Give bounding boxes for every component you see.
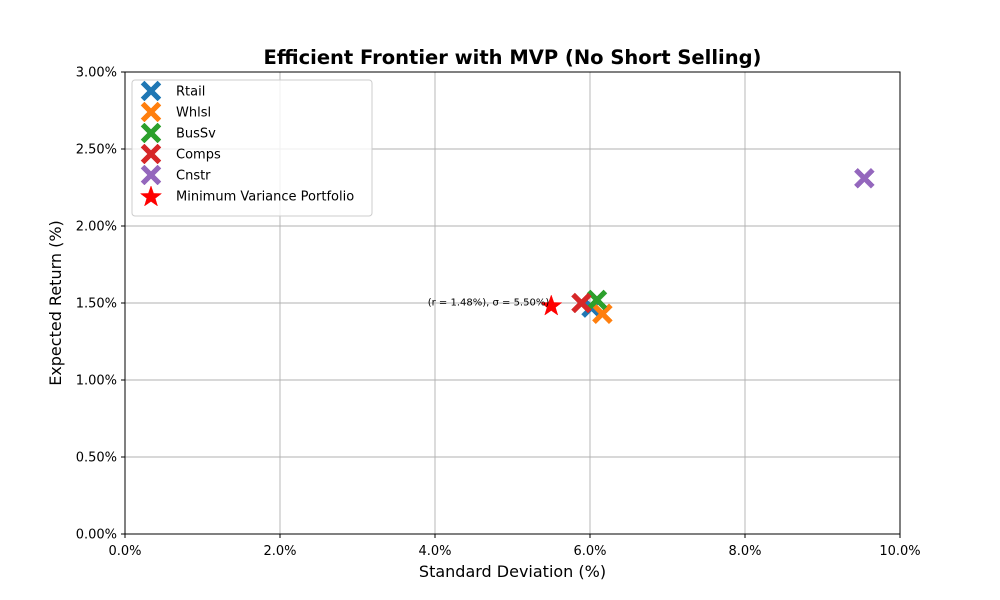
legend-marker-comps (140, 143, 162, 165)
point-comps (571, 292, 592, 314)
legend-marker-cnstr (140, 164, 162, 186)
x-tick-label: 0.0% (108, 544, 141, 559)
annotations: (r = 1.48%), σ = 5.50%) (428, 298, 550, 309)
legend: Rtail Whlsl BusSv Comps Cnstr Minimum Varianc… (131, 79, 373, 217)
tick-labels: 0.0% 2.0% 4.0% 6.0% 8.0% 10.0% 0.00% 0.50% 1.00%… (76, 66, 921, 560)
x-tick-label: 6.0% (573, 544, 606, 559)
y-tick-label: 1.50% (76, 297, 117, 312)
y-tick-label: 2.50% (76, 143, 117, 158)
y-tick-label: 0.00% (76, 528, 117, 543)
y-tick-label: 2.00% (76, 220, 117, 235)
y-tick-label: 3.00% (76, 66, 117, 81)
legend-label-minimum-variance-portfolio: Minimum Variance Portfolio (176, 190, 354, 205)
x-tick-label: 2.0% (263, 544, 296, 559)
legend-label-bussv: BusSv (176, 127, 216, 142)
y-tick-label: 0.50% (76, 451, 117, 466)
data-points (540, 167, 875, 325)
y-tick-label: 1.00% (76, 374, 117, 389)
x-tick-label: 8.0% (728, 544, 761, 559)
legend-label-comps: Comps (176, 148, 221, 163)
point-bussv (586, 289, 608, 311)
x-axis-label: Standard Deviation (%) (419, 562, 606, 581)
annotation-label: (r = 1.48%), σ = 5.50%) (428, 298, 550, 309)
point-minimum-variance-portfolio (540, 294, 563, 316)
legend-label-whlsl: Whlsl (176, 106, 211, 121)
legend-marker-rtail (140, 80, 162, 102)
legend-label-rtail: Rtail (176, 85, 205, 100)
x-tick-label: 4.0% (418, 544, 451, 559)
chart-title: Efficient Frontier with MVP (No Short Se… (264, 46, 762, 69)
y-axis-label: Expected Return (%) (46, 220, 65, 386)
point-cnstr (853, 167, 875, 189)
legend-marker-bussv (140, 122, 162, 144)
legend-marker-minimum-variance-portfolio (139, 185, 163, 207)
point-whlsl (592, 303, 613, 325)
legend-box (131, 79, 373, 217)
legend-marker-whlsl (140, 101, 162, 123)
legend-label-cnstr: Cnstr (176, 169, 211, 184)
x-tick-label: 10.0% (879, 544, 920, 559)
